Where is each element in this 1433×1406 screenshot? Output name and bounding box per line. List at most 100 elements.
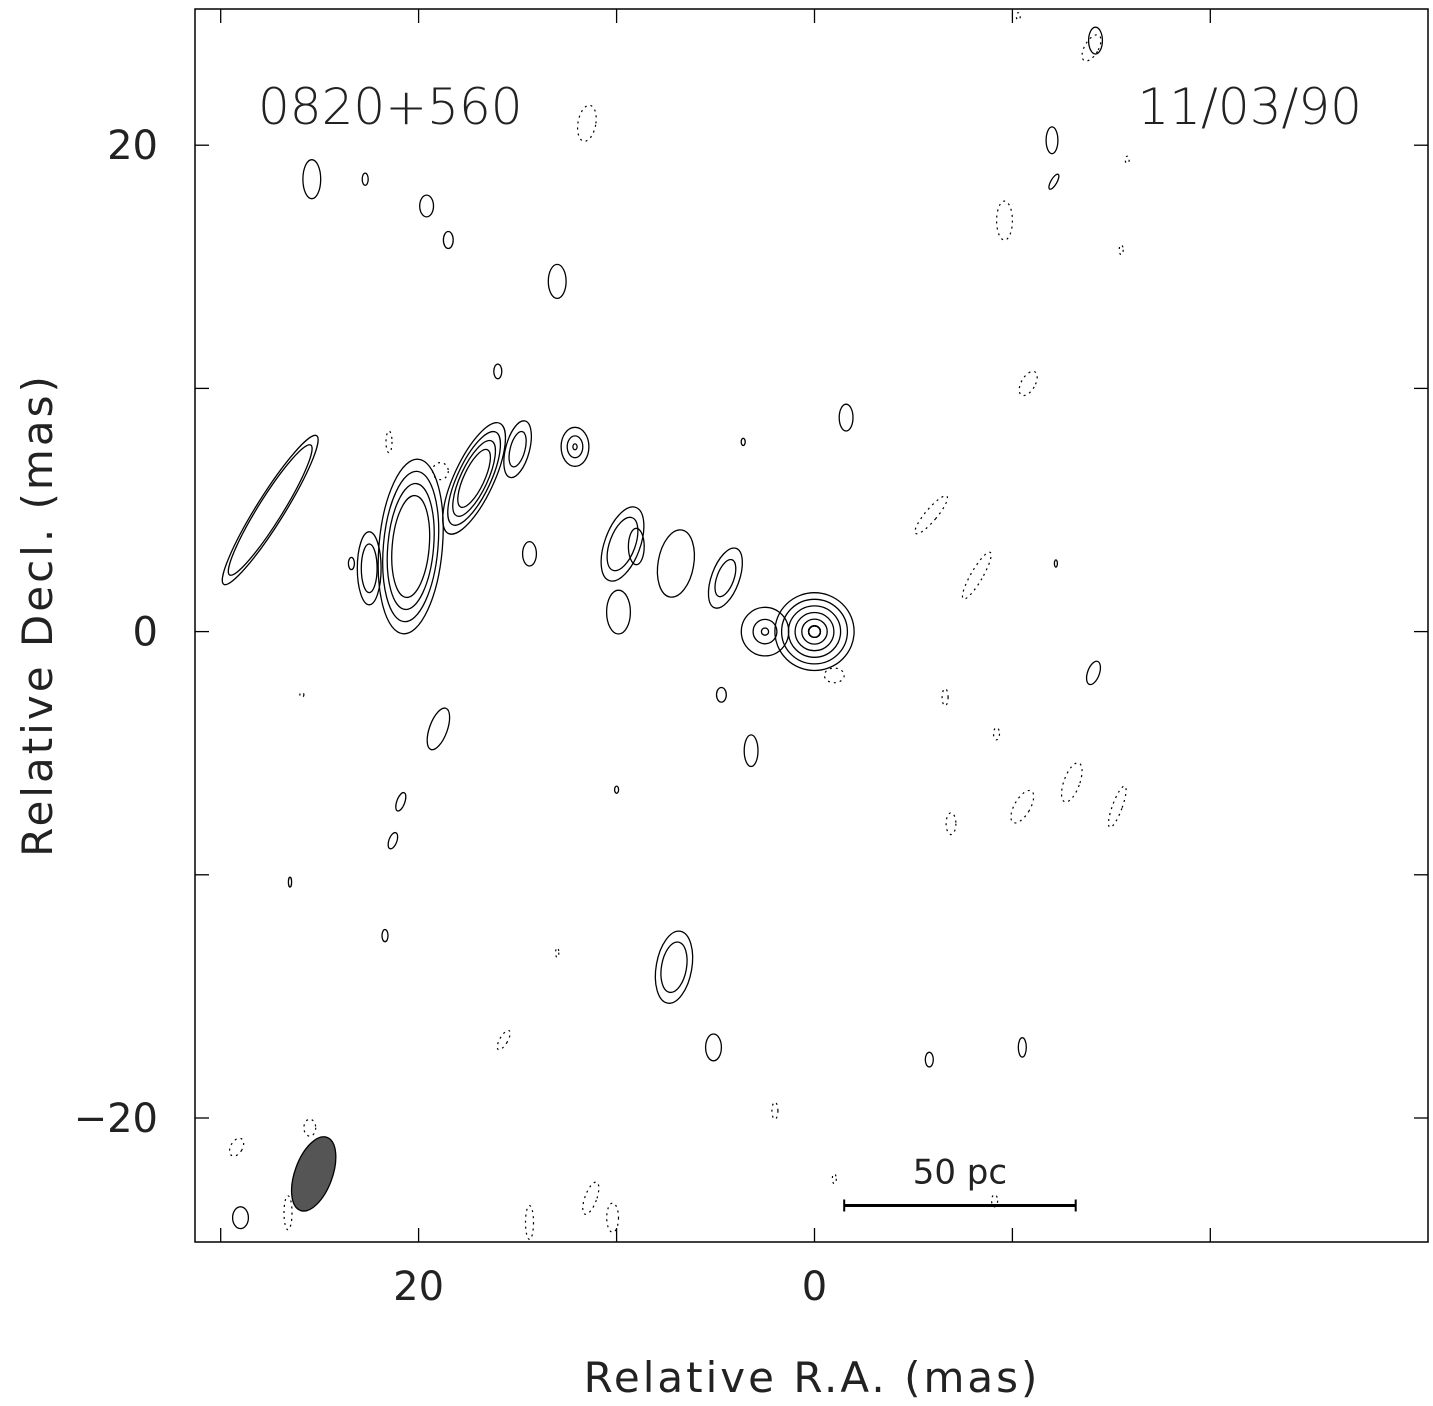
- jet-contour-3-0: [656, 529, 696, 598]
- epoch-label: 11/03/90: [1137, 78, 1362, 136]
- positive-contour-8: [1087, 26, 1104, 55]
- negative-contour-21: [831, 1173, 837, 1185]
- negative-contour-24: [228, 1137, 245, 1157]
- positive-contour-15: [715, 686, 727, 703]
- axis-ticks: [195, 9, 1428, 1242]
- negative-contour-26: [283, 1195, 293, 1231]
- plot-frame: [194, 8, 1429, 1243]
- jet-contour-8-3: [457, 448, 492, 509]
- jet-contour-10-0: [356, 531, 382, 606]
- source-label: 0820+560: [258, 78, 523, 136]
- y-tick-label-2: 0: [133, 610, 158, 656]
- jet-contour-1-2: [760, 627, 770, 636]
- negative-contour-28: [582, 1181, 600, 1215]
- positive-contour-26: [381, 928, 389, 943]
- jet-contour-2-0: [707, 547, 744, 609]
- jet-contour-1-1: [752, 618, 778, 645]
- negative-contour-5: [1060, 762, 1083, 803]
- jet-contour-0-10: [807, 625, 822, 639]
- jet-contour-11-0: [221, 434, 319, 586]
- jet-contour-9-1: [382, 470, 440, 623]
- positive-contour-1: [361, 172, 369, 186]
- positive-contour-6: [838, 403, 854, 432]
- negative-contour-6: [1010, 789, 1035, 824]
- axis-tick-labels: 20 0 20 0 −20: [74, 123, 828, 1310]
- positive-contour-24: [1085, 660, 1102, 686]
- positive-contour-27: [287, 876, 293, 888]
- jet-contour-12-1: [660, 941, 688, 994]
- y-tick-label-4: −20: [74, 1096, 158, 1142]
- positive-contour-3: [442, 230, 454, 250]
- beam-ellipse: [290, 1136, 337, 1212]
- negative-contour-27: [524, 1204, 535, 1241]
- positive-contour-9: [1048, 173, 1060, 190]
- negative-contour-10: [941, 688, 949, 707]
- jet-contour-6-0: [560, 426, 590, 467]
- negative-contour-4: [961, 551, 992, 600]
- positive-contour-12: [521, 540, 538, 567]
- negative-contour-15: [1015, 12, 1021, 21]
- scale-bar: [843, 1199, 1077, 1212]
- positive-contour-7: [1045, 126, 1059, 155]
- jet-contour-9-3: [391, 494, 431, 599]
- x-tick-label-3: 0: [802, 1264, 827, 1310]
- positive-contour-17: [426, 707, 451, 751]
- positive-contour-22: [924, 1051, 934, 1068]
- negative-contour-30: [299, 691, 305, 698]
- positive-contour-25: [1053, 559, 1059, 568]
- negative-contour-23: [303, 1118, 317, 1137]
- x-tick-label-1: 20: [393, 1264, 444, 1310]
- jet-contour-1-0: [740, 606, 790, 657]
- positive-contour-18: [395, 791, 407, 812]
- jet-contour-5-0: [605, 589, 632, 635]
- positive-contour-19: [387, 831, 399, 850]
- negative-contour-17: [431, 462, 449, 481]
- beam-layer: [290, 1136, 337, 1212]
- jet-contour-4-1: [606, 516, 639, 572]
- jet-contour-4-0: [600, 506, 645, 582]
- positive-contour-28: [231, 1206, 250, 1230]
- negative-contour-16: [385, 430, 393, 454]
- jet-contour-10-1: [360, 543, 378, 594]
- negative-contour-13: [1124, 155, 1130, 164]
- negative-contour-9: [992, 727, 1001, 741]
- jet-contour-8-1: [447, 430, 502, 526]
- x-axis-label: Relative R.A. (mas): [584, 1353, 1041, 1401]
- jet-contour-0-0: [774, 592, 855, 672]
- y-axis-label: Relative Decl. (mas): [13, 373, 62, 857]
- negative-contour-18: [555, 947, 560, 959]
- positive-contour-5: [493, 363, 503, 380]
- jet-contour-11-1: [227, 444, 313, 576]
- jet-contour-12-0: [654, 930, 694, 1004]
- jet-contour-2-1: [714, 558, 737, 598]
- positive-contour-2: [419, 194, 435, 218]
- negative-contour-20: [771, 1101, 779, 1120]
- jet-contour-0-1: [780, 598, 849, 665]
- positive-contour-23: [1017, 1037, 1027, 1058]
- positive-contour-11: [347, 556, 356, 571]
- jet-contour-9-2: [386, 482, 435, 611]
- scale-bar-label: 50 pc: [913, 1153, 1007, 1193]
- positive-contour-16: [743, 734, 759, 768]
- jet-contour-0-3: [794, 611, 835, 652]
- positive-contour-14: [740, 437, 746, 447]
- jet-contour-6-1: [566, 435, 584, 459]
- negative-contour-7: [945, 812, 957, 836]
- jet-contour-7-1: [508, 430, 527, 468]
- negative-contour-14: [823, 667, 845, 684]
- negative-contour-29: [606, 1202, 620, 1233]
- negative-contour-19: [496, 1029, 511, 1051]
- jet-contour-6-2: [572, 443, 578, 451]
- negative-contour-12: [1118, 244, 1124, 256]
- jet-contour-9-0: [377, 458, 444, 635]
- positive-contour-13: [627, 527, 645, 566]
- negative-contour-0: [576, 104, 597, 142]
- jet-contour-8-2: [452, 439, 497, 517]
- negative-contour-1: [995, 200, 1013, 241]
- jet-contour-8-0: [442, 422, 507, 535]
- positive-contour-4: [547, 263, 567, 300]
- y-tick-label-0: 20: [107, 123, 158, 169]
- negative-contour-3: [914, 495, 949, 535]
